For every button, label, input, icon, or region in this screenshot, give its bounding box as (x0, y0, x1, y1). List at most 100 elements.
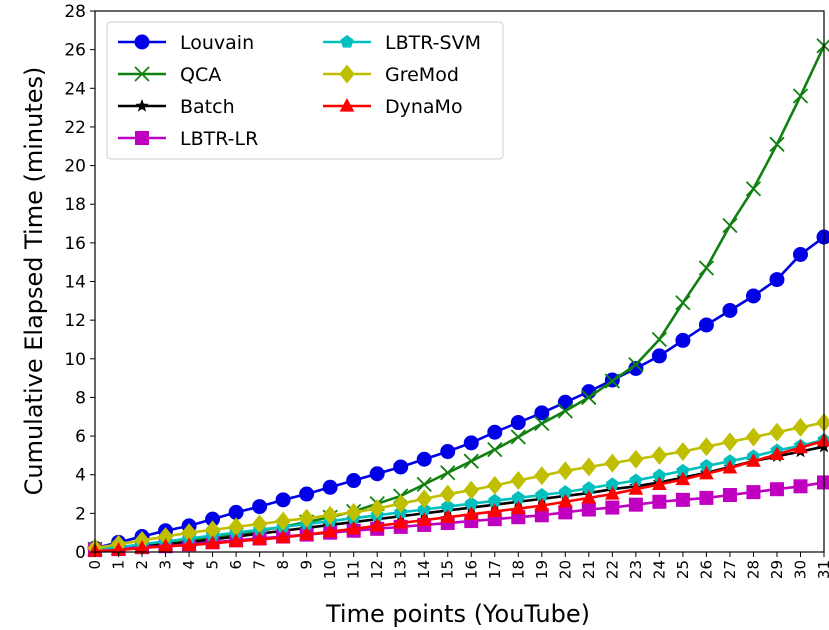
data-point (746, 485, 761, 500)
data-point (628, 356, 644, 373)
data-point (322, 505, 338, 525)
x-tick-label: 17 (486, 560, 504, 579)
data-point (675, 442, 691, 461)
data-point (488, 493, 502, 507)
data-point (534, 415, 550, 432)
data-point (416, 451, 432, 467)
data-point (792, 88, 809, 104)
data-point (769, 272, 785, 288)
data-point (487, 424, 503, 440)
data-point (769, 482, 784, 497)
x-axis-label: Time points (YouTube) (325, 600, 590, 628)
legend-label: GreMod (385, 64, 459, 86)
data-point (463, 480, 479, 500)
data-point (181, 523, 197, 543)
data-point (698, 317, 714, 333)
x-tick-label: 18 (509, 560, 527, 579)
data-point (769, 422, 785, 442)
data-point (135, 131, 149, 145)
data-point (369, 466, 385, 482)
data-point (605, 477, 620, 491)
y-tick-label: 22 (64, 118, 86, 138)
x-tick-label: 0 (86, 560, 104, 570)
x-tick-label: 4 (180, 560, 198, 570)
series-line (94, 445, 825, 552)
data-point (340, 35, 354, 48)
x-tick-label: 19 (533, 560, 551, 579)
x-tick-label: 31 (815, 560, 829, 579)
legend-item-qca: QCA (118, 64, 221, 86)
legend-item-batch: Batch (118, 96, 235, 118)
data-point (792, 417, 809, 437)
legend-label: QCA (180, 64, 221, 86)
x-tick-label: 8 (274, 560, 292, 570)
data-point (651, 348, 667, 364)
data-point (816, 229, 829, 245)
data-point (157, 527, 174, 546)
data-point (228, 533, 244, 547)
data-point (652, 494, 667, 509)
x-tick-label: 10 (321, 560, 339, 579)
data-point (464, 496, 478, 510)
series-dynamo (87, 432, 829, 557)
data-point (722, 432, 738, 452)
x-tick-label: 14 (415, 560, 433, 579)
data-point (369, 499, 385, 518)
legend-item-lbtr-svm: LBTR-SVM (323, 32, 481, 54)
data-point (722, 459, 738, 474)
data-point (134, 34, 150, 50)
data-point (417, 502, 431, 516)
y-tick-label: 24 (64, 79, 86, 99)
data-point (557, 394, 573, 410)
data-point (698, 437, 715, 457)
x-tick-label: 26 (697, 560, 715, 579)
data-point (816, 413, 829, 432)
legend: Louvain QCA Batch LBTR-LR LBTR-SVM GreMod Dyna… (106, 21, 504, 160)
x-tick-label: 15 (439, 560, 457, 579)
legend-label: DynaMo (385, 96, 463, 118)
data-point (487, 503, 503, 518)
data-point (745, 288, 761, 304)
legend-label: Louvain (180, 32, 254, 54)
x-tick-label: 30 (791, 560, 809, 579)
y-tick-label: 12 (64, 311, 86, 331)
data-point (652, 468, 667, 482)
data-point (339, 64, 355, 84)
data-point (676, 463, 690, 477)
data-series (87, 38, 829, 558)
data-point (463, 453, 479, 469)
y-tick-label: 18 (64, 195, 86, 215)
x-axis: 0 1 2 3 4 5 6 7 8 9 10 11 12 13 14 15 16 17 18 19 20 21 22 23 24… (86, 552, 829, 579)
data-point (534, 405, 550, 421)
data-point (745, 427, 762, 447)
y-tick-label: 8 (75, 388, 86, 408)
series-line (94, 438, 825, 551)
data-point (605, 485, 620, 500)
legend-label: Batch (180, 96, 235, 118)
data-point (581, 502, 596, 517)
data-point (369, 517, 385, 532)
series-lbtr-svm (88, 432, 829, 555)
x-tick-label: 27 (721, 560, 739, 579)
data-point (416, 476, 432, 493)
x-tick-label: 20 (556, 560, 574, 579)
data-point (534, 497, 550, 512)
x-tick-label: 29 (768, 560, 786, 579)
data-point (158, 538, 173, 552)
data-point (535, 488, 549, 501)
y-tick-label: 20 (64, 157, 86, 177)
data-point (510, 471, 526, 490)
y-axis-label: Cumulative Elapsed Time (minutes) (20, 67, 48, 496)
y-tick-label: 2 (75, 504, 86, 524)
x-tick-label: 12 (368, 560, 386, 579)
data-point (817, 475, 829, 490)
x-tick-label: 3 (157, 560, 175, 570)
data-point (252, 499, 268, 515)
x-tick-label: 9 (298, 560, 316, 570)
y-tick-label: 28 (64, 2, 86, 22)
y-tick-label: 0 (75, 543, 86, 563)
data-point (699, 459, 714, 472)
series-gremod (87, 413, 829, 558)
